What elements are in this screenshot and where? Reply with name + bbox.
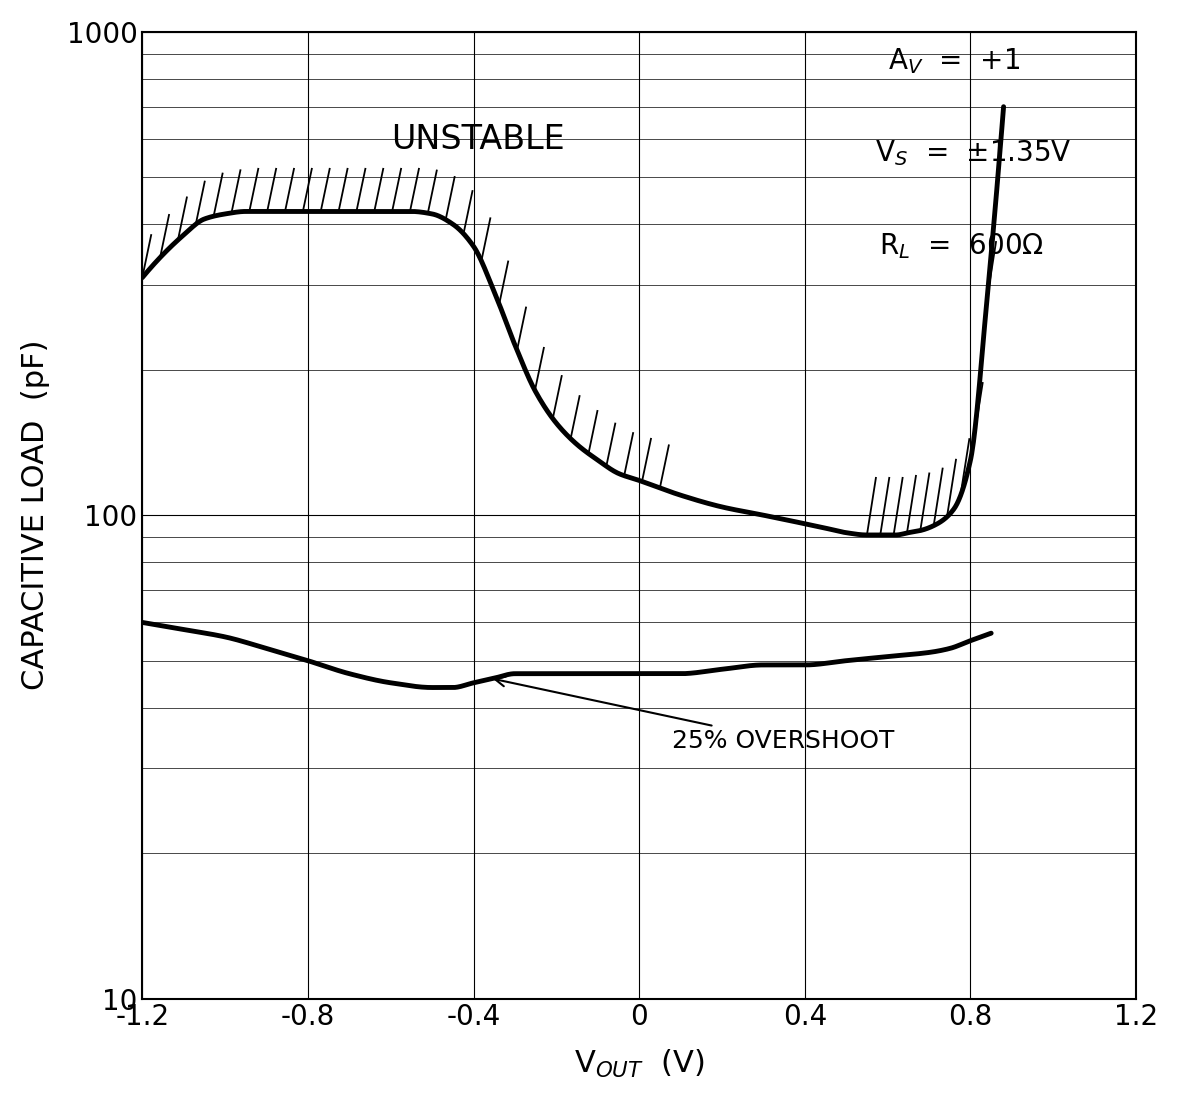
Text: R$_L$  =  600$\Omega$: R$_L$ = 600$\Omega$ [880, 231, 1045, 261]
Text: V$_S$  =  $\pm$1.35V: V$_S$ = $\pm$1.35V [875, 139, 1072, 168]
Text: A$_V$  =  +1: A$_V$ = +1 [888, 46, 1020, 76]
Text: 25% OVERSHOOT: 25% OVERSHOOT [495, 676, 895, 753]
X-axis label: V$_{OUT}$  (V): V$_{OUT}$ (V) [574, 1048, 705, 1080]
Y-axis label: CAPACITIVE LOAD  (pF): CAPACITIVE LOAD (pF) [21, 340, 50, 690]
Text: UNSTABLE: UNSTABLE [390, 122, 565, 155]
